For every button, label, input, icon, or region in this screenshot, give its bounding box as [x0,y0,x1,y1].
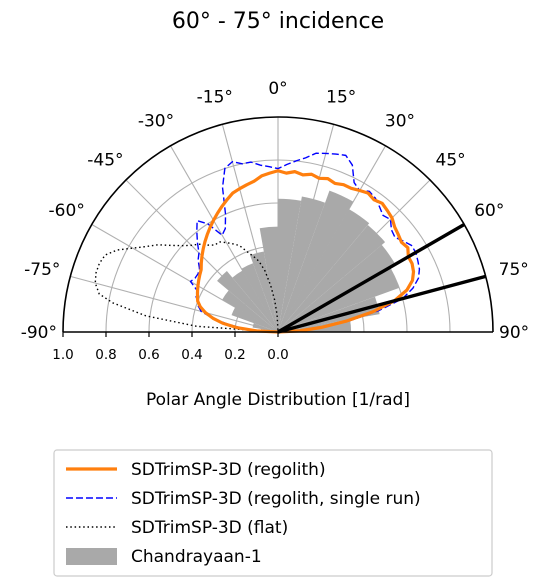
chandrayaan-bars [217,190,400,332]
legend-label: Chandrayaan-1 [131,547,262,567]
chandrayaan-bar [278,296,380,332]
series-line-flat [94,241,279,333]
x-axis-label: Polar Angle Distribution [1/rad] [146,390,410,410]
chandrayaan-bar [217,271,278,332]
radial-tick-label: 1.0 [52,347,73,363]
angle-tick-label: -90° [21,323,57,343]
angle-tick-label: 60° [474,201,504,221]
chandrayaan-bar [231,307,278,332]
incidence-lines [277,223,487,334]
angle-tick-label: 0° [268,79,287,99]
chandrayaan-bar [278,196,326,332]
angle-tick-label: 30° [385,112,415,132]
chandrayaan-bar [278,209,370,332]
angle-tick-label: -45° [87,150,123,170]
incidence-line [277,223,466,334]
angle-tick-label: 90° [499,323,529,343]
angle-tick-label: -15° [197,87,233,107]
legend-label: SDTrimSP-3D (regolith) [131,460,326,480]
legend: SDTrimSP-3D (regolith) SDTrimSP-3D (regol… [53,449,493,577]
chandrayaan-bar [278,190,354,332]
chandrayaan-bar [241,263,278,332]
chandrayaan-bar [278,244,396,332]
chandrayaan-bar [278,224,386,332]
legend-frame [53,449,493,577]
chandrayaan-bar [278,198,302,332]
angle-tick-label: -75° [24,260,60,280]
chandrayaan-bar [259,226,278,332]
angle-tick-label: 15° [326,87,356,107]
radial-tick-label: 0.6 [138,347,159,363]
chandrayaan-bar [232,270,278,332]
legend-label: SDTrimSP-3D (flat) [131,518,288,538]
legend-entries: SDTrimSP-3D (regolith) SDTrimSP-3D (regol… [66,460,421,567]
grid-spoke [70,275,279,333]
incidence-line [277,274,487,334]
radial-tick-label: 0.8 [95,347,116,363]
chandrayaan-bar [222,290,278,332]
angle-tick-label: 75° [499,260,529,280]
outer-arc [62,116,494,333]
radial-tick-label: 0.2 [224,347,245,363]
chandrayaan-bar [250,251,278,332]
legend-label: SDTrimSP-3D (regolith, single run) [131,489,421,509]
radial-tick-label: 0.4 [181,347,202,363]
polar-frame [62,116,494,337]
angle-tick-label: -30° [138,112,174,132]
chart-title: 60° - 75° incidence [172,9,384,34]
legend-swatch-chandrayaan [66,548,117,565]
angle-tick-label: -60° [49,201,85,221]
angle-tick-label: 45° [436,150,466,170]
radial-tick-label: 0.0 [267,347,288,363]
tick-labels: -90° -75° -60° -45° -30° -15° 0° 15° 30° 45° 60° 75… [21,79,529,363]
chandrayaan-bar [252,323,278,332]
